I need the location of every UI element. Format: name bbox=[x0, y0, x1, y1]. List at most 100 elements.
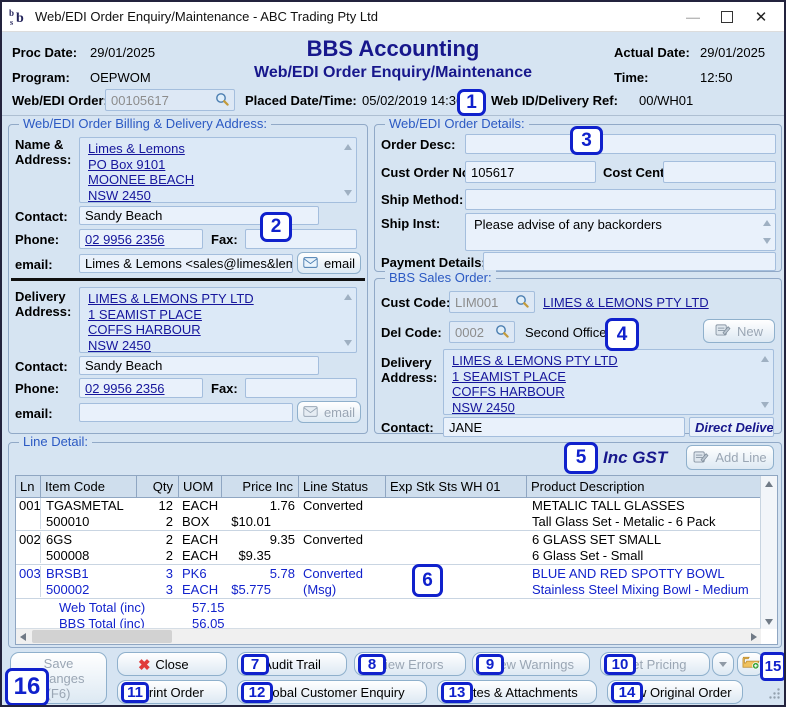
cell-qty: 2 bbox=[165, 513, 173, 529]
billing-email-button[interactable]: email bbox=[297, 252, 361, 274]
horizontal-scrollbar[interactable] bbox=[16, 628, 761, 644]
cell-qty: 3 bbox=[165, 581, 173, 597]
scroll-down-icon[interactable] bbox=[344, 340, 352, 346]
scroll-up-icon[interactable] bbox=[344, 144, 352, 150]
web-edi-order-value: 00105617 bbox=[111, 92, 169, 108]
add-line-label: Add Line bbox=[715, 450, 767, 465]
cell-desc: Stainless Steel Mixing Bowl - Medium bbox=[532, 581, 749, 597]
delivery-contact-field[interactable]: Sandy Beach bbox=[79, 356, 319, 375]
scroll-up-icon[interactable] bbox=[763, 220, 771, 226]
cust-name-link[interactable]: LIMES & LEMONS PTY LTD bbox=[543, 295, 709, 310]
order-desc-field[interactable] bbox=[465, 134, 776, 154]
scroll-up-icon[interactable] bbox=[765, 481, 773, 487]
callout-11: 11 bbox=[121, 682, 149, 703]
cust-order-field[interactable]: 105617 bbox=[465, 161, 596, 183]
cell-item: 500010 bbox=[46, 513, 90, 529]
sales-contact-field[interactable]: JANE bbox=[443, 417, 685, 437]
billing-contact-field[interactable]: Sandy Beach bbox=[79, 206, 319, 225]
table-row[interactable]: 003 BRSB1 3 PK6 5.78 Converted BLUE AND … bbox=[16, 566, 761, 582]
vertical-scrollbar[interactable] bbox=[760, 476, 777, 629]
app-logo-icon: b s b bbox=[8, 7, 30, 27]
scroll-down-icon[interactable] bbox=[344, 190, 352, 196]
table-row[interactable]: 500010 2 BOX $10.01 Tall Glass Set - Met… bbox=[16, 513, 761, 530]
delivery-email-field[interactable] bbox=[79, 403, 293, 422]
global-customer-enquiry-label: Global Customer Enquiry bbox=[259, 684, 405, 700]
sales-delivery-line[interactable]: LIMES & LEMONS PTY LTD bbox=[452, 353, 618, 368]
cell-qty: 3 bbox=[165, 566, 173, 581]
delivery-address-line[interactable]: LIMES & LEMONS PTY LTD bbox=[88, 291, 254, 306]
delivery-phone-link[interactable]: 02 9956 2356 bbox=[85, 380, 165, 396]
cell-uom: EACH bbox=[182, 581, 219, 597]
scroll-down-icon[interactable] bbox=[763, 238, 771, 244]
scroll-left-icon[interactable] bbox=[20, 633, 26, 641]
scroll-right-icon[interactable] bbox=[751, 633, 757, 641]
table-row[interactable]: 002 6GS 2 EACH 9.35 Converted 6 GLASS SE… bbox=[16, 532, 761, 548]
billing-address-line[interactable]: Limes & Lemons bbox=[88, 141, 185, 156]
billing-contact-value: Sandy Beach bbox=[85, 208, 163, 223]
delivery-address-line[interactable]: 1 SEAMIST PLACE bbox=[88, 306, 202, 322]
phone-label: Phone: bbox=[15, 232, 60, 247]
delivery-phone-field[interactable]: 02 9956 2356 bbox=[79, 378, 203, 398]
close-window-button[interactable]: ✕ bbox=[754, 8, 768, 26]
billing-email-field[interactable]: Limes & Lemons <sales@limes&lem bbox=[79, 254, 293, 273]
callout-14: 14 bbox=[611, 682, 643, 703]
delivery-address-line[interactable]: NSW 2450 bbox=[88, 337, 151, 353]
scrollbar-thumb[interactable] bbox=[32, 630, 172, 643]
table-row[interactable]: 500002 3 EACH $5.775 (Msg) Stainless Ste… bbox=[16, 581, 761, 597]
cell-qty: 2 bbox=[165, 532, 173, 547]
scroll-down-icon[interactable] bbox=[761, 402, 769, 408]
sales-delivery-line[interactable]: COFFS HARBOUR bbox=[452, 384, 565, 399]
scroll-down-icon[interactable] bbox=[765, 619, 773, 625]
scroll-up-icon[interactable] bbox=[761, 356, 769, 362]
billing-address-box[interactable]: Limes & Lemons PO Box 9101 MOONEE BEACH … bbox=[79, 137, 357, 203]
cell-exp bbox=[386, 566, 527, 582]
cell-exp bbox=[386, 498, 527, 514]
cell-status bbox=[299, 548, 386, 564]
add-line-button[interactable]: Add Line bbox=[686, 445, 774, 470]
set-pricing-dropdown-button[interactable] bbox=[712, 652, 734, 676]
billing-address-line[interactable]: NSW 2450 bbox=[88, 187, 151, 203]
billing-address-line[interactable]: PO Box 9101 bbox=[88, 156, 166, 172]
scroll-up-icon[interactable] bbox=[344, 294, 352, 300]
del-code-field[interactable]: 0002 bbox=[449, 321, 515, 343]
cell-desc: 6 Glass Set - Small bbox=[532, 547, 644, 563]
cell-uom: EACH bbox=[182, 547, 219, 563]
billing-address-line[interactable]: MOONEE BEACH bbox=[88, 172, 195, 187]
search-icon[interactable] bbox=[515, 294, 529, 311]
sales-delivery-address-box[interactable]: LIMES & LEMONS PTY LTD 1 SEAMIST PLACE C… bbox=[443, 349, 774, 415]
cost-centre-field[interactable] bbox=[663, 161, 776, 183]
billing-phone-link[interactable]: 02 9956 2356 bbox=[85, 231, 165, 247]
table-row[interactable]: 001 TGASMETAL 12 EACH 1.76 Converted MET… bbox=[16, 498, 761, 514]
callout-4: 4 bbox=[605, 318, 639, 351]
web-edi-order-input[interactable]: 00105617 bbox=[105, 89, 235, 111]
resize-grip[interactable] bbox=[768, 687, 781, 703]
contact-label: Contact: bbox=[15, 359, 68, 374]
sales-delivery-line[interactable]: NSW 2450 bbox=[452, 399, 515, 415]
cell-exp bbox=[386, 532, 527, 548]
contact-label: Contact: bbox=[15, 209, 68, 224]
ship-method-field[interactable] bbox=[465, 189, 776, 210]
delivery-address-box[interactable]: LIMES & LEMONS PTY LTD 1 SEAMIST PLACE C… bbox=[79, 287, 357, 353]
cell-status bbox=[299, 514, 386, 530]
maximize-button[interactable] bbox=[710, 5, 744, 29]
window-title: Web/EDI Order Enquiry/Maintenance - ABC … bbox=[35, 9, 378, 24]
open-folder-button[interactable] bbox=[737, 652, 764, 676]
col-item-code: Item Code bbox=[41, 476, 137, 497]
cust-code-field[interactable]: LIM001 bbox=[449, 291, 535, 313]
delivery-email-button[interactable]: email bbox=[297, 401, 361, 423]
minimize-button[interactable]: — bbox=[686, 8, 700, 25]
sales-delivery-line[interactable]: 1 SEAMIST PLACE bbox=[452, 368, 566, 384]
ship-inst-field[interactable]: Please advise of any backorders bbox=[465, 213, 776, 251]
billing-phone-field[interactable]: 02 9956 2356 bbox=[79, 229, 203, 249]
chevron-down-icon bbox=[719, 661, 727, 667]
delivery-address-line[interactable]: COFFS HARBOUR bbox=[88, 322, 201, 337]
delivery-fax-field[interactable] bbox=[245, 378, 357, 398]
payment-details-field[interactable] bbox=[483, 252, 776, 271]
new-button-label: New bbox=[736, 323, 763, 339]
search-icon[interactable] bbox=[495, 324, 509, 341]
search-icon[interactable] bbox=[215, 92, 229, 109]
table-row[interactable]: 500008 2 EACH $9.35 6 Glass Set - Small bbox=[16, 547, 761, 564]
new-delivery-button[interactable]: New bbox=[703, 319, 775, 343]
close-button[interactable]: ✖ Close bbox=[117, 652, 227, 676]
